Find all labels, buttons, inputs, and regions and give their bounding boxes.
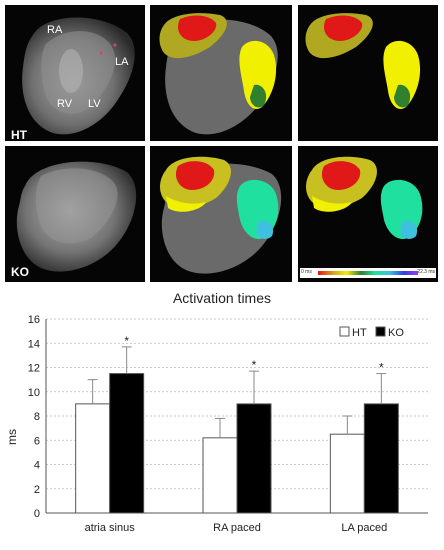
ht-overlay-panel	[150, 5, 292, 141]
colorbar: 0 ms 22.3 ms	[300, 268, 436, 278]
ht-grayscale-panel: RA LA RV LV HT	[5, 5, 145, 141]
bar-ko	[363, 403, 399, 514]
colorbar-gradient	[318, 271, 418, 275]
ra-label: RA	[47, 24, 63, 36]
chart-title: Activation times	[173, 290, 271, 306]
ht-activation-overlay	[159, 13, 278, 135]
ko-activation-overlay	[160, 156, 282, 274]
x-axis-ticks: atria sinus RA paced LA paced	[85, 522, 388, 534]
rv-label: RV	[57, 98, 73, 110]
significance-marker: *	[379, 361, 384, 375]
ko-grayscale-panel: KO	[5, 146, 145, 282]
ko-row-label: KO	[11, 265, 29, 279]
legend-swatch-ko	[375, 326, 386, 337]
activation-times-chart: Activation times ms 0 2 4 6 8 10 12 14 16 * * * at…	[5, 290, 428, 534]
y-tick-label: 16	[28, 314, 40, 326]
ht-heart-image	[22, 17, 135, 135]
ht-activation-map	[305, 13, 421, 110]
ht-map-panel	[298, 5, 438, 141]
ko-activation-map	[306, 156, 423, 240]
bar-ko	[109, 373, 145, 514]
legend-label-ko: KO	[388, 327, 404, 339]
y-tick-label: 2	[34, 484, 40, 496]
legend-label-ht: HT	[352, 327, 367, 339]
lv-label: LV	[88, 98, 101, 110]
y-tick-label: 6	[34, 435, 40, 447]
y-tick-label: 14	[28, 338, 40, 350]
ht-row-label: HT	[11, 128, 27, 141]
x-tick-label: atria sinus	[85, 522, 136, 534]
y-tick-label: 4	[34, 460, 40, 472]
y-tick-label: 12	[28, 363, 40, 375]
legend: HT KO	[339, 326, 404, 339]
colorbar-max-label: 22.3 ms	[417, 269, 435, 275]
bar-ht	[75, 403, 111, 514]
y-tick-label: 0	[34, 508, 40, 520]
significance-marker: *	[124, 334, 129, 348]
la-label: LA	[115, 56, 129, 68]
colorbar-min-label: 0 ms	[301, 269, 312, 275]
bar-ht	[202, 437, 238, 514]
ko-map-panel: 0 ms 22.3 ms	[298, 146, 438, 282]
legend-swatch-ht	[339, 326, 350, 337]
bar-ht	[329, 433, 365, 514]
y-tick-label: 8	[34, 411, 40, 423]
bars: * * *	[75, 334, 399, 514]
x-tick-label: RA paced	[213, 522, 261, 534]
significance-marker: *	[252, 358, 257, 372]
bar-ko	[236, 403, 272, 514]
x-tick-label: LA paced	[341, 522, 387, 534]
y-axis-label: ms	[5, 429, 19, 445]
ko-overlay-panel	[150, 146, 292, 282]
y-tick-label: 10	[28, 387, 40, 399]
ko-heart-image	[16, 161, 137, 272]
